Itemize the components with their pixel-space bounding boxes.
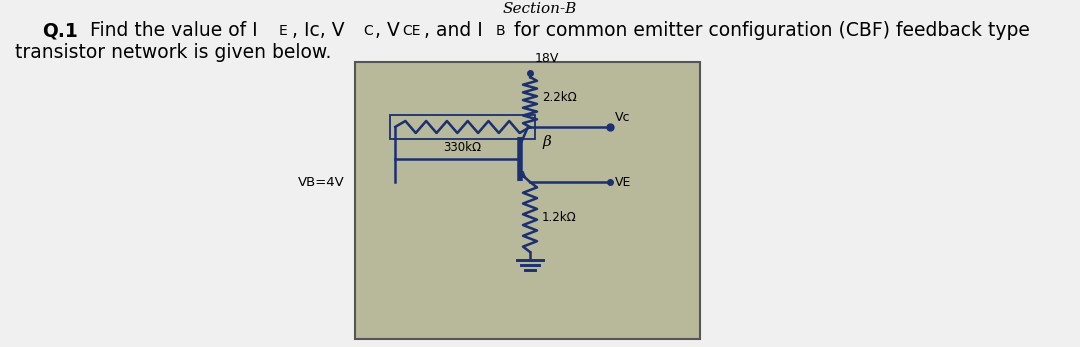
Text: Vc: Vc	[615, 111, 631, 124]
Text: B: B	[496, 24, 505, 38]
Text: , and I: , and I	[424, 21, 483, 40]
Text: 2.2kΩ: 2.2kΩ	[542, 91, 577, 103]
Text: E: E	[279, 24, 287, 38]
Text: , V: , V	[375, 21, 400, 40]
Text: transistor network is given below.: transistor network is given below.	[15, 43, 332, 62]
Text: Section-B: Section-B	[503, 2, 577, 16]
Text: Q.1: Q.1	[42, 21, 78, 40]
Text: , Ic, V: , Ic, V	[292, 21, 345, 40]
Text: β: β	[542, 135, 551, 149]
Bar	[390, 115, 535, 139]
Text: Find the value of I: Find the value of I	[84, 21, 258, 40]
Text: 330kΩ: 330kΩ	[444, 141, 482, 154]
Bar	[355, 62, 700, 339]
Text: VE: VE	[615, 176, 632, 188]
Text: 1.2kΩ: 1.2kΩ	[542, 211, 577, 223]
Text: CE: CE	[402, 24, 420, 38]
Text: 18V: 18V	[535, 52, 559, 65]
Text: C: C	[363, 24, 373, 38]
Text: for common emitter configuration (CBF) feedback type: for common emitter configuration (CBF) f…	[508, 21, 1030, 40]
Text: VB=4V: VB=4V	[298, 176, 345, 188]
